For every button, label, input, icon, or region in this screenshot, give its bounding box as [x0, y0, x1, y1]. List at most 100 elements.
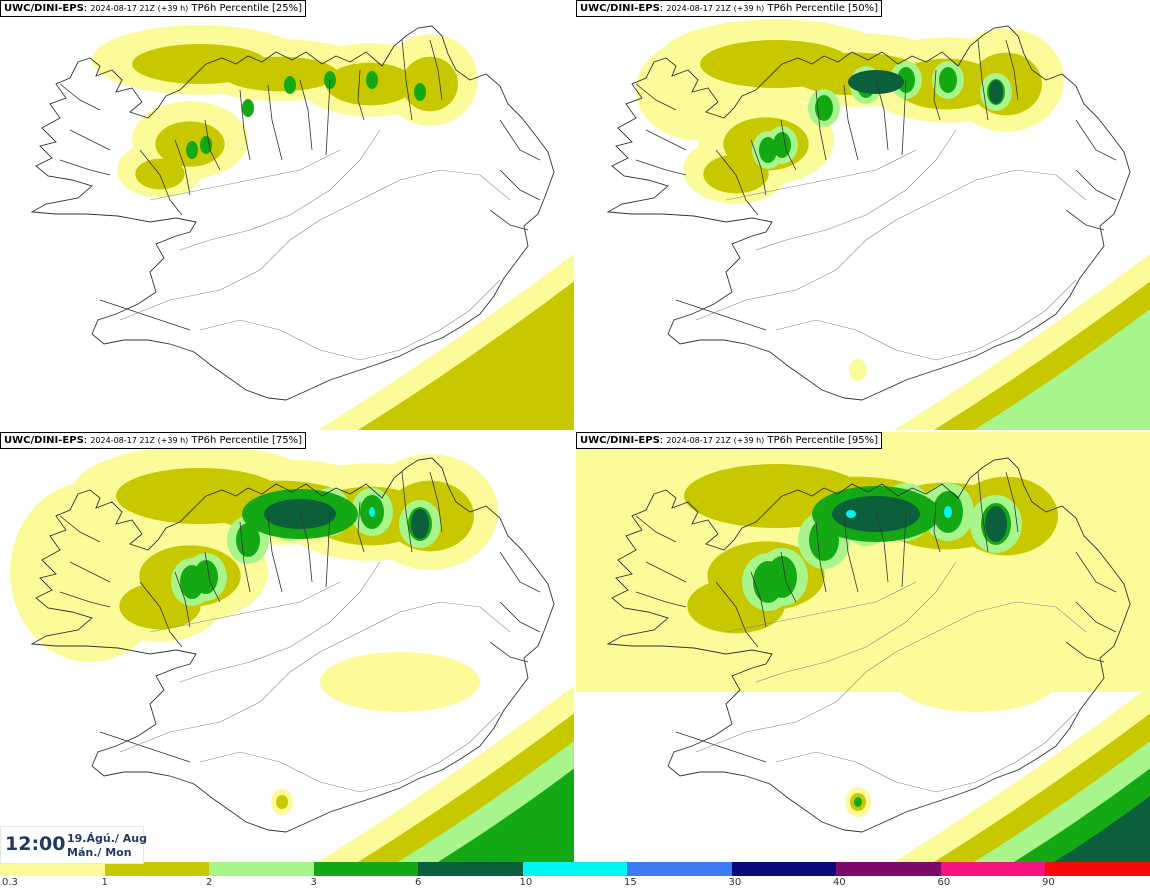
fjord-line: [635, 159, 687, 176]
fjord-line: [489, 209, 529, 231]
fjord-line: [174, 139, 191, 196]
fjord-line: [69, 561, 111, 583]
road-line: [149, 149, 341, 201]
legend-swatch: [836, 862, 942, 876]
precip-area-3: [180, 565, 204, 599]
precip-area-3: [815, 95, 833, 121]
precip-area-10: [846, 510, 856, 518]
precip-field: [636, 19, 1150, 430]
fjord-line: [715, 581, 759, 648]
fjord-line: [59, 159, 111, 176]
precip-area-offshore: [438, 768, 574, 862]
precip-area-offshore: [358, 281, 574, 430]
map-panel-p75: UWC/DINI-EPS: 2024-08-17 21Z (+39 h) TP6…: [0, 432, 574, 862]
precip-field: [92, 25, 574, 430]
precip-area-3: [284, 76, 296, 94]
fjord-line: [901, 511, 907, 588]
fjord-line: [499, 601, 541, 633]
legend-tick-label: 2: [206, 877, 213, 888]
fjord-line: [489, 641, 529, 663]
precip-area-0.3: [576, 432, 1150, 692]
fjord-line: [357, 69, 365, 121]
fjord-line: [1075, 551, 1117, 593]
legend-swatch: [209, 862, 315, 876]
panel-title: UWC/DINI-EPS: 2024-08-17 21Z (+39 h) TP6…: [0, 432, 307, 449]
fjord-line: [645, 561, 687, 583]
precip-area-3: [939, 67, 957, 93]
precip-area-1: [402, 56, 458, 112]
precip-area-1: [276, 795, 288, 809]
fjord-line: [875, 79, 889, 151]
fjord-line: [635, 515, 677, 543]
panel-source: UWC/DINI-EPS: [580, 3, 660, 14]
iceland-coastline: [30, 25, 555, 401]
precip-area-6: [848, 70, 904, 94]
fjord-line: [499, 169, 541, 201]
precip-area-1: [222, 56, 338, 92]
legend-tick-label: 30: [728, 877, 742, 888]
precip-area-6: [985, 506, 1007, 542]
precip-map-p50: [606, 19, 1150, 430]
legend-tick-label: 1: [101, 877, 108, 888]
fjord-line: [299, 79, 313, 151]
road-line: [149, 581, 341, 633]
fjord-line: [1075, 169, 1117, 201]
map-panel-p50: UWC/DINI-EPS: 2024-08-17 21Z (+39 h) TP6…: [576, 0, 1150, 430]
fjord-line: [429, 39, 443, 101]
fjord-line: [715, 149, 759, 216]
precip-area-6: [411, 509, 429, 539]
legend-colorbar: [0, 862, 1150, 876]
precip-area-6: [832, 496, 920, 532]
fjord-line: [99, 299, 191, 331]
precip-area-offshore: [974, 309, 1150, 430]
fjord-line: [635, 83, 677, 111]
panel-date: 2024-08-17 21Z (+39 h): [666, 4, 765, 13]
panel-source: UWC/DINI-EPS: [580, 435, 660, 446]
legend-tick-label: 40: [833, 877, 846, 888]
fjord-line: [815, 521, 827, 593]
panel-date: 2024-08-17 21Z (+39 h): [666, 436, 765, 445]
precip-area-1: [703, 154, 769, 194]
map-panel-p95: UWC/DINI-EPS: 2024-08-17 21Z (+39 h) TP6…: [576, 432, 1150, 862]
fjord-line: [875, 511, 889, 583]
road-line: [775, 279, 1077, 361]
precip-area-3: [242, 99, 254, 117]
fjord-line: [675, 731, 767, 763]
legend-swatch: [522, 862, 628, 876]
valid-date: 19.Ágú./ Aug: [67, 832, 147, 845]
precip-map-p25: [30, 25, 574, 430]
precip-map-p95: [576, 432, 1150, 862]
fjord-line: [139, 149, 183, 216]
fjord-line: [933, 69, 941, 121]
panel-date: 2024-08-17 21Z (+39 h): [90, 4, 189, 13]
precip-area-0.3: [849, 359, 867, 381]
fjord-line: [675, 299, 767, 331]
fjord-line: [499, 119, 541, 161]
fjord-line: [933, 501, 941, 553]
fjord-line: [843, 516, 859, 593]
fjord-line: [1075, 601, 1117, 633]
road-line: [725, 581, 917, 633]
road-line: [755, 561, 957, 683]
fjord-line: [843, 84, 859, 161]
panel-title: UWC/DINI-EPS: 2024-08-17 21Z (+39 h) TP6…: [576, 432, 883, 449]
coastline: [30, 25, 555, 401]
fjord-line: [645, 129, 687, 151]
precip-area-3: [200, 136, 212, 154]
panel-source: UWC/DINI-EPS: [4, 435, 84, 446]
fjord-line: [1065, 209, 1105, 231]
valid-weekday: Mán./ Mon: [67, 846, 132, 859]
fjord-line: [357, 501, 365, 553]
fjord-line: [750, 139, 767, 196]
fjord-line: [325, 511, 331, 588]
coastline: [30, 457, 555, 833]
fjord-line: [429, 471, 443, 533]
road-line: [755, 129, 957, 251]
panel-field: TP6h Percentile [25%]: [191, 3, 303, 14]
legend-tick-label: 6: [415, 877, 422, 888]
fjord-line: [1005, 39, 1019, 101]
panel-field: TP6h Percentile [95%]: [767, 435, 879, 446]
fjord-line: [499, 551, 541, 593]
precip-area-1: [135, 158, 185, 190]
fjord-line: [780, 119, 797, 171]
